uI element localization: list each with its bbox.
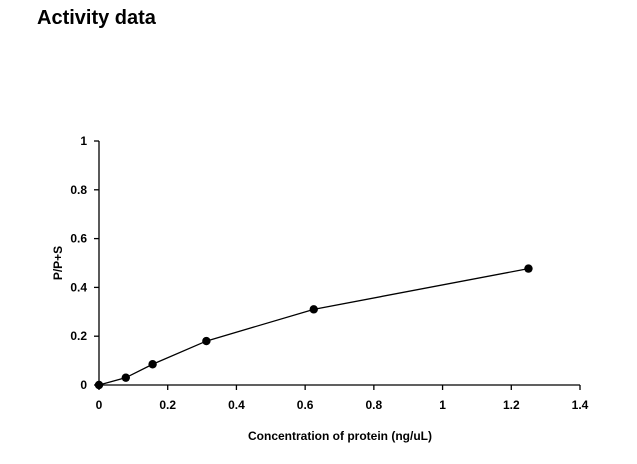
x-tick-label: 0 [96,398,103,412]
x-axis: 0 0.2 0.4 0.6 0.8 1 1.2 1.4 [96,384,589,412]
data-point [148,360,157,369]
y-axis-label: P/P+S [51,246,65,280]
x-tick-label: 0.6 [297,398,314,412]
x-tick-label: 1.2 [503,398,520,412]
y-axis: 0 0.2 0.4 0.6 0.8 1 [70,134,100,392]
y-tick-label: 0 [80,378,87,392]
data-point [94,380,104,390]
y-tick-label: 0.2 [70,329,87,343]
data-point [202,336,211,346]
data-point [121,373,130,382]
x-tick-label: 0.4 [228,398,245,412]
y-tick-label: 0.4 [70,280,87,294]
x-axis-label: Concentration of protein (ng/uL) [248,429,432,443]
data-point [309,305,318,314]
x-tick-label: 0.8 [366,398,383,412]
y-tick-label: 1 [80,134,87,148]
series-line [98,267,529,386]
x-tick-label: 0.2 [159,398,176,412]
x-tick-label: 1 [439,398,446,412]
page-title: Activity data [37,7,156,29]
data-point [524,264,533,273]
y-tick-label: 0.6 [70,232,87,246]
series-layer [94,264,533,390]
y-tick-label: 0.8 [70,183,87,197]
x-tick-label: 1.4 [572,398,589,412]
